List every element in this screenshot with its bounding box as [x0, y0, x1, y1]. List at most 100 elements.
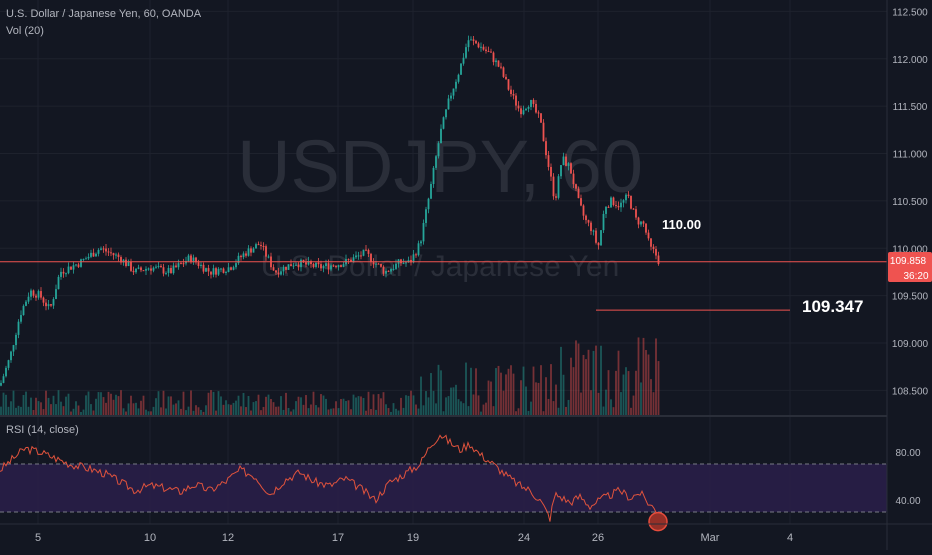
volume-bar: [267, 394, 270, 416]
time-tick-label: 24: [518, 532, 530, 544]
volume-bar: [357, 396, 360, 416]
volume-bar: [257, 394, 260, 416]
candle-body: [425, 209, 427, 223]
volume-legend[interactable]: Vol (20): [6, 25, 44, 37]
time-axis-labels: 5 10 12 17 19 24 26 Mar 4: [35, 532, 793, 544]
volume-bar: [32, 410, 35, 416]
volume-bar: [362, 397, 365, 416]
candle-body: [607, 206, 610, 208]
volume-bar: [142, 395, 145, 416]
candle-body: [105, 248, 107, 252]
candle-body: [487, 51, 490, 53]
volume-bar: [200, 409, 202, 416]
volume-bar: [180, 408, 182, 416]
candle-body: [405, 262, 407, 264]
candle-body: [380, 263, 382, 267]
volume-bar: [287, 407, 290, 416]
rsi-legend[interactable]: RSI (14, close): [6, 424, 79, 436]
candle-body: [535, 103, 537, 113]
candle-body: [422, 222, 425, 242]
volume-bar: [457, 399, 460, 416]
candle-body: [575, 184, 577, 189]
volume-bar: [595, 345, 597, 416]
candle-body: [57, 276, 60, 290]
candle-body: [37, 291, 40, 298]
candle-body: [222, 268, 225, 273]
volume-bar: [552, 401, 555, 416]
volume-bar: [60, 401, 62, 416]
volume-bar: [195, 405, 197, 416]
volume-bar: [475, 368, 477, 416]
volume-bar: [407, 395, 410, 416]
volume-bar: [17, 405, 20, 416]
candle-body: [147, 268, 150, 270]
volume-bar: [162, 390, 165, 416]
volume-bar: [92, 410, 95, 416]
candle-body: [232, 267, 235, 270]
candle-body: [137, 267, 140, 269]
volume-bar: [167, 396, 170, 416]
candle-body: [310, 261, 312, 265]
candle-body: [117, 254, 120, 258]
candle-body: [242, 253, 245, 258]
candle-body: [340, 265, 342, 267]
volume-bar: [132, 403, 135, 416]
volume-bar: [605, 389, 607, 416]
candle-body: [477, 43, 480, 48]
volume-bar: [625, 367, 627, 416]
price-axis-labels: 112.500 112.000 111.500 111.000 110.500 110.0…: [892, 7, 929, 397]
candle-body: [52, 299, 55, 306]
candle-body: [482, 46, 485, 50]
candle-body: [392, 268, 395, 270]
volume-bar: [22, 394, 25, 416]
candle-body: [220, 268, 222, 270]
rsi-highlight-circle: [648, 511, 668, 532]
volume-bar: [525, 386, 527, 416]
volume-bar: [262, 406, 265, 416]
volume-bar: [50, 404, 52, 416]
candle-body: [462, 57, 465, 64]
candle-body: [97, 249, 100, 254]
candle-body: [145, 268, 147, 271]
volume-bar: [187, 406, 190, 416]
volume-bar: [510, 365, 512, 416]
candle-body: [282, 266, 285, 272]
volume-bar: [105, 402, 107, 416]
volume-bar: [75, 401, 77, 416]
volume-bar: [27, 406, 30, 416]
candle-body: [175, 265, 177, 268]
candle-body: [512, 94, 515, 96]
candle-body: [407, 259, 410, 263]
volume-bar: [637, 337, 640, 416]
candle-body: [205, 268, 207, 272]
volume-bar: [165, 408, 167, 416]
symbol-legend[interactable]: U.S. Dollar / Japanese Yen, 60, OANDA: [6, 8, 202, 20]
volume-bar: [140, 400, 142, 416]
candle-body: [642, 221, 645, 224]
volume-bar: [37, 401, 40, 416]
candle-body: [215, 268, 217, 275]
candle-body: [122, 259, 125, 263]
candle-body: [325, 263, 327, 267]
time-tick-label: 10: [144, 532, 156, 544]
volume-bar: [55, 404, 57, 416]
candle-body: [420, 241, 422, 244]
volume-bar: [460, 401, 462, 416]
volume-bar: [505, 374, 507, 416]
candle-body: [55, 289, 57, 300]
volume-bar: [65, 396, 67, 416]
candle-body: [555, 196, 557, 198]
candle-body: [520, 108, 522, 115]
volume-bar: [590, 390, 592, 416]
volume-bar: [615, 370, 617, 416]
volume-bar: [385, 404, 387, 416]
candle-body: [365, 249, 367, 251]
volume-bar: [322, 395, 325, 416]
candle-body: [590, 222, 592, 232]
candle-body: [412, 254, 415, 263]
candle-body: [322, 266, 325, 269]
volume-bar: [245, 407, 247, 416]
volume-bar: [380, 398, 382, 416]
